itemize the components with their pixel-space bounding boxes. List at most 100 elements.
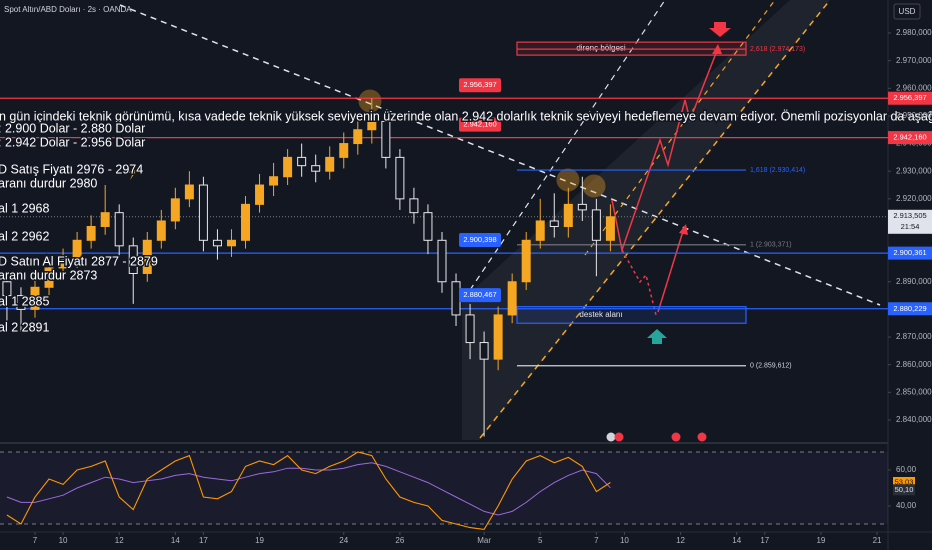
event-flag — [614, 432, 624, 442]
y-tick-label: 2.850,000 — [896, 387, 932, 396]
note-text: aranı durdur 2980 — [0, 176, 97, 190]
projection-dotted — [621, 249, 657, 316]
note-text: aranı durdur 2873 — [0, 268, 97, 282]
note-text: al 1 2885 — [0, 294, 49, 308]
candle-body — [339, 143, 349, 158]
rsi-ma-box — [893, 484, 915, 496]
candle-body — [465, 314, 475, 344]
note-text: al 1 2968 — [0, 201, 49, 215]
lightning-icon — [129, 165, 137, 180]
candle-body — [100, 212, 110, 227]
axis-level-box — [888, 91, 932, 105]
candle-body — [269, 176, 279, 186]
candle-body — [212, 239, 222, 247]
last-price-box — [888, 209, 932, 234]
rsi-ma-line — [6, 462, 611, 516]
x-tick-label: 14 — [171, 536, 180, 545]
fib-label: 0 (2.859,612) — [750, 363, 792, 370]
rsi-tick-label: 60,00 — [896, 465, 917, 474]
note-text: D Satış Fiyatı 2976 - 2974 — [0, 162, 143, 176]
candle-body — [58, 259, 68, 269]
candle-body — [381, 120, 391, 158]
y-tick-label: 2.860,000 — [896, 360, 932, 369]
price-marker — [459, 233, 501, 248]
channel-shade — [462, 0, 830, 440]
x-tick-label: 26 — [395, 536, 404, 545]
candle-body — [114, 212, 124, 247]
axis-level-box — [888, 246, 932, 260]
x-tick-label: 19 — [255, 536, 264, 545]
highlight — [556, 168, 580, 192]
candle-body — [479, 342, 489, 360]
y-tick-label: 2.920,000 — [896, 194, 932, 203]
y-tick-label: 2.960,000 — [896, 83, 932, 92]
x-tick-label: 24 — [339, 536, 348, 545]
candle-body — [311, 165, 321, 172]
rsi-tick-label: 40,00 — [896, 501, 917, 510]
axis-level-label: 2.942,160 — [893, 133, 926, 142]
candle-body — [44, 267, 54, 288]
y-tick-label: 2.930,000 — [896, 166, 932, 175]
y-tick-label: 2.870,000 — [896, 332, 932, 341]
candle-body — [86, 225, 96, 241]
candle-body — [255, 184, 265, 205]
candle-body — [423, 212, 433, 241]
channel-upper — [469, 0, 666, 291]
candle-body — [16, 295, 26, 310]
x-tick-label: 21 — [873, 536, 882, 545]
price-marker — [459, 117, 501, 132]
chart-title: Spot Altın/ABD Doları · 2s · OANDA — [4, 5, 132, 14]
rsi-band-fill — [0, 451, 888, 524]
y-tick-label: 2.890,000 — [896, 277, 932, 286]
currency: USD — [899, 7, 916, 16]
candle-body — [521, 239, 531, 283]
zone — [516, 306, 747, 324]
price-marker-label: 2.942,160 — [463, 120, 496, 129]
price-marker — [459, 288, 501, 303]
projection-arrow-2 — [657, 227, 685, 313]
down-arrow — [709, 22, 731, 37]
y-tick-label: 2.980,000 — [896, 28, 932, 37]
candle-body — [297, 156, 307, 167]
candle-body — [563, 203, 573, 227]
candle-body — [142, 239, 152, 274]
axis-level-label: 2.956,397 — [893, 93, 926, 102]
y-tick-label: 2.970,000 — [896, 56, 932, 65]
candle-body — [535, 220, 545, 241]
candle-body — [30, 286, 40, 310]
candle-body — [283, 156, 293, 178]
x-tick-label: 10 — [620, 536, 629, 545]
candle-body — [156, 220, 166, 241]
price-marker-label: 2.880,467 — [463, 290, 496, 299]
candle-body — [605, 216, 615, 241]
note-text: al 2 2891 — [0, 320, 49, 334]
y-tick-label: 2.840,000 — [896, 415, 932, 424]
price-marker-label: 2.900,398 — [463, 235, 496, 244]
price-marker-label: 2.956,397 — [463, 80, 496, 89]
x-tick-label: Mar — [477, 536, 491, 545]
axis-level-box — [888, 131, 932, 145]
highlight — [582, 174, 606, 198]
up-arrow — [647, 329, 667, 344]
axis-level-label: 2.900,361 — [893, 248, 926, 257]
arrow-head — [679, 224, 688, 235]
axis-level-box — [888, 302, 932, 316]
candle-body — [367, 120, 377, 131]
candle-body — [577, 203, 587, 211]
x-tick-label: 7 — [33, 536, 38, 545]
x-tick-label: 12 — [676, 536, 685, 545]
candle-body — [451, 281, 461, 316]
last-price-time: 21:54 — [901, 222, 920, 231]
rsi-value-label: 53,03 — [895, 477, 914, 486]
candle-body — [549, 220, 559, 227]
zone-label: direnç bölgesi — [576, 44, 626, 53]
highlight — [358, 89, 382, 113]
note-text: n gün içindeki teknik görünümü, kısa vad… — [0, 109, 932, 123]
candle-body — [353, 129, 363, 145]
x-tick-label: 14 — [732, 536, 741, 545]
rsi-ma-label: 50,10 — [895, 485, 914, 494]
channel-line — [479, 0, 831, 439]
